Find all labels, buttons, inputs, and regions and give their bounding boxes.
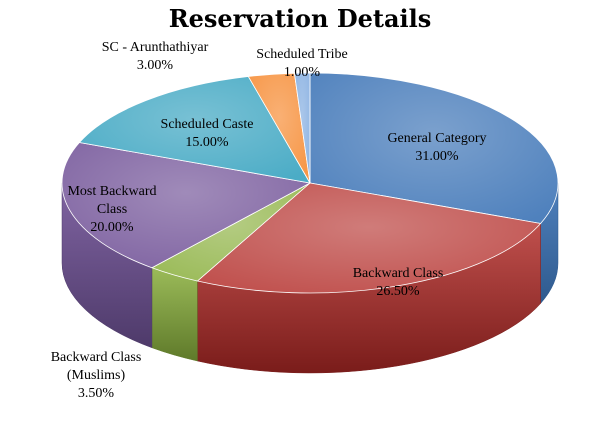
data-label-line: Backward Class	[353, 266, 444, 281]
data-label-line: 3.00%	[137, 58, 174, 73]
pie-side-backward-class-muslims	[151, 267, 198, 362]
data-label-line: Class	[97, 202, 127, 217]
data-label-scheduled-caste: Scheduled Caste 15.00%	[161, 117, 254, 150]
data-label-line: 26.50%	[376, 284, 420, 299]
data-label-line: General Category	[387, 131, 486, 146]
chart-title: Reservation Details	[168, 4, 432, 33]
data-label-line: Scheduled Caste	[161, 117, 254, 132]
data-label-line: Backward Class	[51, 350, 142, 365]
data-label-backward-class: Backward Class 26.50%	[353, 266, 444, 299]
data-label-line: 31.00%	[415, 149, 459, 164]
data-labels: General Category 31.00% Backward Class 26.5…	[51, 40, 487, 401]
data-label-line: 3.50%	[78, 386, 115, 401]
data-label-scheduled-tribe: Scheduled Tribe 1.00%	[256, 47, 347, 80]
data-label-line: 15.00%	[185, 135, 229, 150]
data-label-line: SC - Arunthathiyar	[102, 40, 209, 55]
pie-top	[61, 72, 559, 294]
data-label-line: Most Backward	[67, 184, 156, 199]
data-label-line: Scheduled Tribe	[256, 47, 347, 62]
data-label-line: (Muslims)	[67, 368, 126, 383]
data-label-line: 1.00%	[284, 65, 321, 80]
data-label-general-category: General Category 31.00%	[387, 131, 486, 164]
data-label-sc-arunthathiyar: SC - Arunthathiyar 3.00%	[102, 40, 209, 73]
data-label-backward-class-muslims: Backward Class (Muslims) 3.50%	[51, 350, 142, 401]
data-label-line: 20.00%	[90, 220, 134, 235]
data-label-most-backward-class: Most Backward Class 20.00%	[67, 184, 156, 235]
